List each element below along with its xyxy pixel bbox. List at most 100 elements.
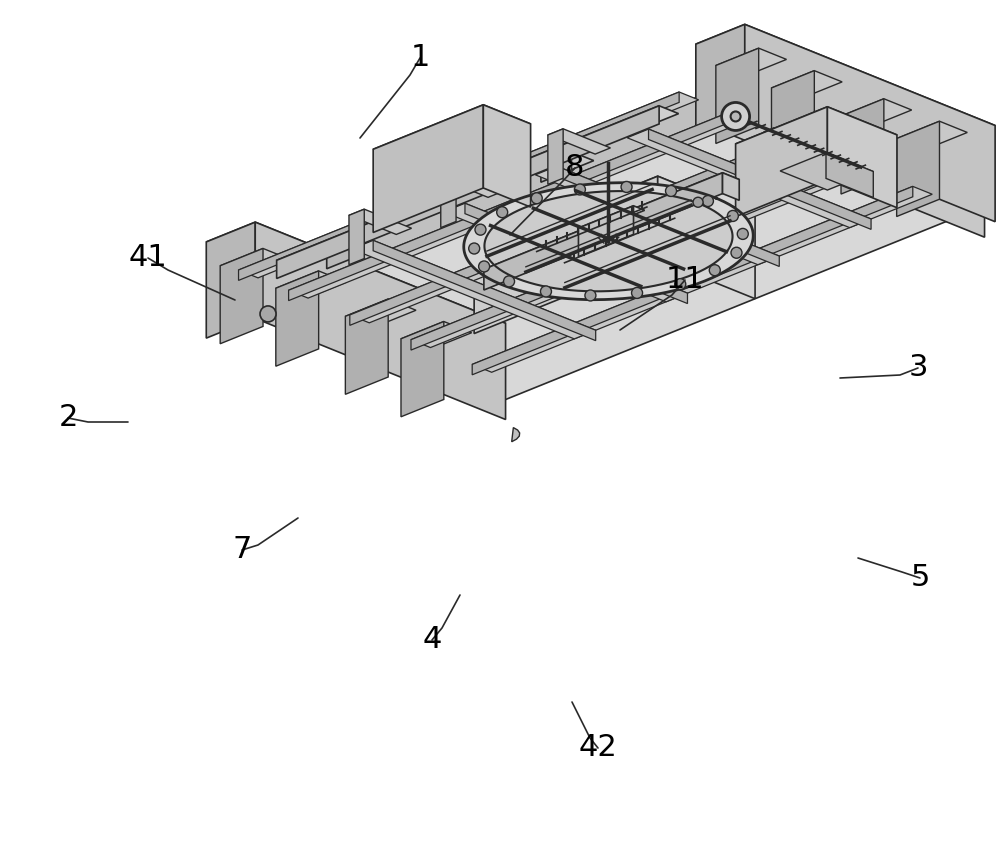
Polygon shape bbox=[327, 238, 380, 260]
Polygon shape bbox=[401, 321, 472, 350]
Polygon shape bbox=[474, 176, 658, 333]
Polygon shape bbox=[512, 428, 520, 442]
Polygon shape bbox=[897, 122, 939, 216]
Polygon shape bbox=[658, 176, 755, 299]
Polygon shape bbox=[723, 117, 731, 132]
Polygon shape bbox=[373, 105, 531, 168]
Text: 4: 4 bbox=[422, 626, 442, 654]
Circle shape bbox=[479, 261, 490, 272]
Polygon shape bbox=[696, 24, 995, 145]
Polygon shape bbox=[716, 49, 787, 76]
Polygon shape bbox=[826, 153, 873, 198]
Polygon shape bbox=[401, 321, 444, 417]
Polygon shape bbox=[474, 176, 755, 290]
Text: 1: 1 bbox=[410, 43, 430, 73]
Polygon shape bbox=[289, 112, 749, 298]
Polygon shape bbox=[206, 222, 255, 339]
Circle shape bbox=[574, 184, 585, 195]
Circle shape bbox=[260, 306, 276, 322]
Polygon shape bbox=[345, 299, 416, 327]
Polygon shape bbox=[484, 191, 733, 292]
Circle shape bbox=[709, 265, 720, 276]
Polygon shape bbox=[771, 70, 814, 166]
Polygon shape bbox=[548, 128, 563, 184]
Polygon shape bbox=[716, 49, 759, 143]
Polygon shape bbox=[483, 105, 531, 207]
Polygon shape bbox=[535, 166, 779, 265]
Polygon shape bbox=[217, 94, 985, 404]
Polygon shape bbox=[827, 107, 897, 207]
Polygon shape bbox=[557, 166, 779, 266]
Polygon shape bbox=[239, 92, 679, 280]
Polygon shape bbox=[220, 248, 263, 344]
Circle shape bbox=[702, 195, 713, 207]
Polygon shape bbox=[327, 238, 357, 269]
Circle shape bbox=[731, 111, 741, 122]
Polygon shape bbox=[276, 271, 319, 366]
Polygon shape bbox=[350, 137, 790, 326]
Polygon shape bbox=[541, 152, 594, 173]
Polygon shape bbox=[444, 203, 687, 302]
Polygon shape bbox=[472, 187, 932, 372]
Polygon shape bbox=[541, 152, 571, 182]
Polygon shape bbox=[277, 106, 659, 279]
Polygon shape bbox=[736, 107, 897, 172]
Polygon shape bbox=[696, 24, 745, 141]
Polygon shape bbox=[548, 128, 610, 155]
Text: 3: 3 bbox=[908, 353, 928, 383]
Polygon shape bbox=[780, 153, 873, 190]
Polygon shape bbox=[441, 172, 456, 227]
Circle shape bbox=[722, 102, 750, 130]
Polygon shape bbox=[350, 137, 810, 323]
Polygon shape bbox=[578, 206, 645, 233]
Polygon shape bbox=[277, 106, 679, 268]
Polygon shape bbox=[723, 173, 739, 201]
Text: 5: 5 bbox=[910, 563, 930, 593]
Polygon shape bbox=[373, 240, 596, 340]
Polygon shape bbox=[349, 209, 412, 234]
Circle shape bbox=[585, 290, 596, 301]
Polygon shape bbox=[289, 112, 729, 300]
Polygon shape bbox=[411, 161, 852, 350]
Polygon shape bbox=[217, 94, 706, 323]
Polygon shape bbox=[736, 107, 827, 217]
Circle shape bbox=[731, 247, 742, 259]
Text: 11: 11 bbox=[666, 266, 704, 294]
Circle shape bbox=[675, 279, 686, 290]
Text: 7: 7 bbox=[232, 536, 252, 564]
Polygon shape bbox=[771, 70, 842, 99]
Circle shape bbox=[531, 193, 542, 204]
Polygon shape bbox=[239, 92, 699, 278]
Polygon shape bbox=[255, 222, 506, 419]
Text: 8: 8 bbox=[565, 154, 585, 182]
Polygon shape bbox=[841, 99, 884, 194]
Polygon shape bbox=[345, 299, 388, 394]
Circle shape bbox=[497, 207, 508, 218]
Polygon shape bbox=[464, 183, 753, 299]
Text: 2: 2 bbox=[58, 404, 78, 432]
Circle shape bbox=[621, 181, 632, 193]
Polygon shape bbox=[841, 99, 912, 128]
Polygon shape bbox=[578, 206, 634, 257]
Polygon shape bbox=[349, 209, 364, 265]
Circle shape bbox=[475, 224, 486, 235]
Polygon shape bbox=[649, 129, 871, 229]
Text: 41: 41 bbox=[129, 244, 167, 273]
Polygon shape bbox=[373, 105, 483, 233]
Circle shape bbox=[540, 286, 551, 297]
Polygon shape bbox=[465, 203, 687, 304]
Circle shape bbox=[504, 276, 515, 287]
Polygon shape bbox=[276, 271, 346, 299]
Circle shape bbox=[737, 228, 748, 240]
Polygon shape bbox=[441, 172, 503, 197]
Polygon shape bbox=[234, 315, 242, 329]
Polygon shape bbox=[627, 129, 871, 227]
Polygon shape bbox=[897, 122, 967, 150]
Text: 42: 42 bbox=[579, 733, 617, 762]
Circle shape bbox=[666, 186, 677, 196]
Polygon shape bbox=[220, 248, 291, 277]
Polygon shape bbox=[411, 161, 871, 347]
Circle shape bbox=[632, 287, 643, 299]
Circle shape bbox=[727, 210, 738, 221]
Polygon shape bbox=[352, 240, 596, 339]
